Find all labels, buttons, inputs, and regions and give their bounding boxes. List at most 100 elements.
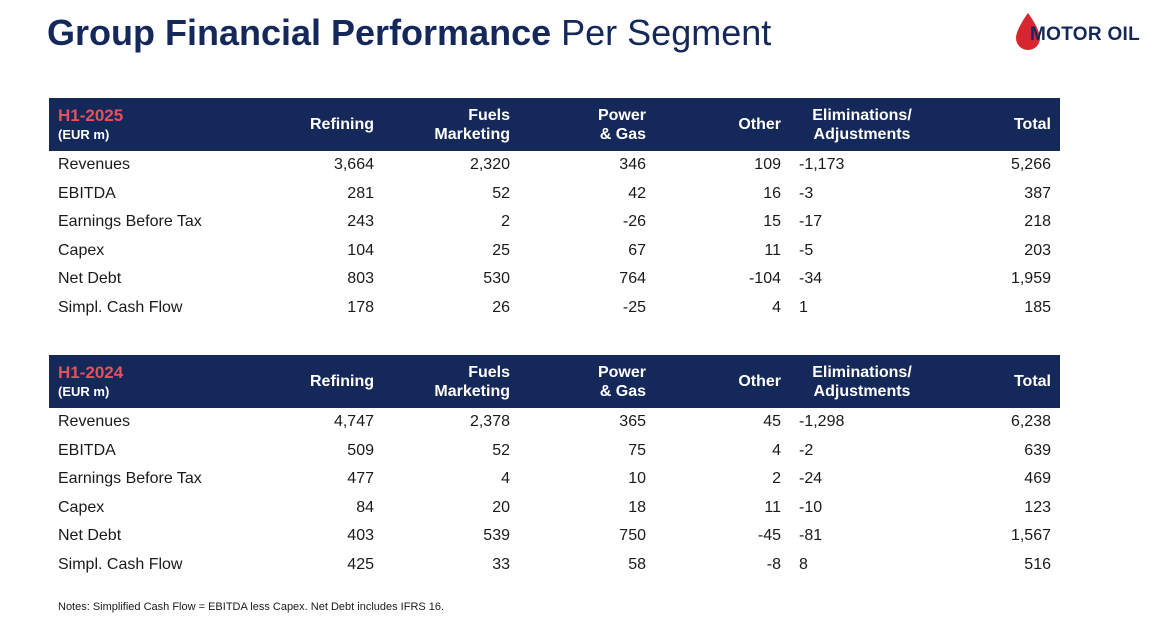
cell-total: 6,238 xyxy=(1010,413,1051,431)
unit-label: (EUR m) xyxy=(58,383,110,399)
col-eliminations: Eliminations/Adjustments xyxy=(812,106,912,143)
cell-power: -26 xyxy=(622,213,646,231)
cell-elim: -3 xyxy=(799,184,814,202)
cell-total: 5,266 xyxy=(1010,156,1051,174)
cell-power: 42 xyxy=(628,184,646,202)
cell-other: 45 xyxy=(763,413,781,431)
cell-total: 387 xyxy=(1024,184,1051,202)
row-label: Net Debt xyxy=(58,527,122,545)
row-label: Revenues xyxy=(58,156,131,174)
row-label: Revenues xyxy=(58,413,131,431)
row-label: Earnings Before Tax xyxy=(58,470,202,488)
col-fuels-marketing: Fuels Marketing xyxy=(434,363,510,400)
cell-total: 639 xyxy=(1024,441,1051,459)
cell-elim: 1 xyxy=(799,298,808,316)
page-title-regular: Per Segment xyxy=(561,12,772,53)
row-label: Simpl. Cash Flow xyxy=(58,555,183,573)
cell-power: -25 xyxy=(622,298,646,316)
cell-refining: 403 xyxy=(347,527,374,545)
cell-total: 218 xyxy=(1024,213,1051,231)
cell-power: 18 xyxy=(628,498,646,516)
footnote: Notes: Simplified Cash Flow = EBITDA les… xyxy=(58,601,445,613)
table-header-row: H1-2025 (EUR m) Refining Fuels Marketing … xyxy=(49,98,1060,151)
cell-total: 185 xyxy=(1024,298,1051,316)
col-power-gas: Power & Gas xyxy=(597,363,646,400)
period-label: H1-2025 xyxy=(58,105,124,125)
cell-power: 764 xyxy=(619,270,646,288)
table-row: EBITDA 509 52 75 4 -2 639 xyxy=(49,437,1060,466)
cell-refining: 425 xyxy=(347,555,374,573)
cell-other: 2 xyxy=(772,470,781,488)
cell-elim: -24 xyxy=(799,470,823,488)
cell-refining: 4,747 xyxy=(333,413,374,431)
cell-total: 516 xyxy=(1024,555,1051,573)
cell-refining: 104 xyxy=(347,241,374,259)
cell-power: 58 xyxy=(628,555,646,573)
cell-other: 4 xyxy=(772,441,781,459)
cell-power: 365 xyxy=(619,413,646,431)
cell-elim: -10 xyxy=(799,498,823,516)
col-refining: Refining xyxy=(310,373,374,390)
cell-total: 469 xyxy=(1024,470,1051,488)
table-row: Revenues 4,747 2,378 365 45 -1,298 6,238 xyxy=(49,408,1060,437)
col-total: Total xyxy=(1013,373,1051,390)
cell-refining: 281 xyxy=(347,184,374,202)
col-refining: Refining xyxy=(310,116,374,133)
cell-fuels: 539 xyxy=(483,527,510,545)
cell-other: 11 xyxy=(764,241,781,259)
table-row: Net Debt 803 530 764 -104 -34 1,959 xyxy=(49,265,1060,294)
cell-refining: 509 xyxy=(347,441,374,459)
cell-elim: -2 xyxy=(799,441,814,459)
oil-drop-icon xyxy=(1016,13,1040,50)
cell-fuels: 4 xyxy=(501,470,510,488)
row-label: EBITDA xyxy=(58,441,116,459)
col-other: Other xyxy=(738,116,781,133)
unit-label: (EUR m) xyxy=(58,126,110,142)
row-label: Capex xyxy=(58,498,105,516)
cell-power: 750 xyxy=(619,527,646,545)
cell-fuels: 26 xyxy=(492,298,510,316)
cell-elim: -34 xyxy=(799,270,823,288)
period-header: H1-2024 (EUR m) xyxy=(49,355,271,408)
row-label: EBITDA xyxy=(58,184,116,202)
cell-fuels: 20 xyxy=(492,498,510,516)
col-power-gas: Power & Gas xyxy=(597,106,646,143)
cell-total: 1,959 xyxy=(1010,270,1051,288)
row-label: Net Debt xyxy=(58,270,122,288)
cell-other: 11 xyxy=(764,498,781,516)
cell-refining: 803 xyxy=(347,270,374,288)
cell-fuels: 25 xyxy=(492,241,510,259)
cell-other: -104 xyxy=(748,270,781,288)
table-row: Simpl. Cash Flow 425 33 58 -8 8 516 xyxy=(49,551,1060,580)
company-logo: MOTOR OIL xyxy=(1010,12,1140,56)
cell-fuels: 530 xyxy=(483,270,510,288)
cell-power: 67 xyxy=(628,241,646,259)
row-label: Capex xyxy=(58,241,105,259)
table-row: Capex 104 25 67 11 -5 203 xyxy=(49,237,1060,266)
cell-power: 10 xyxy=(628,470,646,488)
cell-other: 15 xyxy=(763,213,781,231)
cell-total: 203 xyxy=(1024,241,1051,259)
page-title: Group Financial Performance Per Segment xyxy=(47,12,771,54)
cell-fuels: 2,320 xyxy=(469,156,510,174)
cell-total: 123 xyxy=(1024,498,1051,516)
row-label: Earnings Before Tax xyxy=(58,213,202,231)
cell-other: 4 xyxy=(772,298,781,316)
cell-refining: 477 xyxy=(347,470,374,488)
row-label: Simpl. Cash Flow xyxy=(58,298,183,316)
col-other: Other xyxy=(738,373,781,390)
col-eliminations: Eliminations/Adjustments xyxy=(812,363,912,400)
table-row: Capex 84 20 18 11 -10 123 xyxy=(49,494,1060,523)
cell-power: 75 xyxy=(628,441,646,459)
table-row: Earnings Before Tax 477 4 10 2 -24 469 xyxy=(49,465,1060,494)
h1-2024-table: H1-2024 (EUR m) Refining Fuels Marketing … xyxy=(49,355,1060,579)
cell-fuels: 52 xyxy=(492,184,510,202)
table-header-row: H1-2024 (EUR m) Refining Fuels Marketing … xyxy=(49,355,1060,408)
cell-other: -8 xyxy=(766,555,781,573)
table-row: EBITDA 281 52 42 16 -3 387 xyxy=(49,180,1060,209)
cell-other: -45 xyxy=(757,527,781,545)
cell-fuels: 2,378 xyxy=(469,413,510,431)
table-row: Revenues 3,664 2,320 346 109 -1,173 5,26… xyxy=(49,151,1060,180)
col-total: Total xyxy=(1013,116,1051,133)
logo-text: MOTOR OIL xyxy=(1030,24,1141,45)
